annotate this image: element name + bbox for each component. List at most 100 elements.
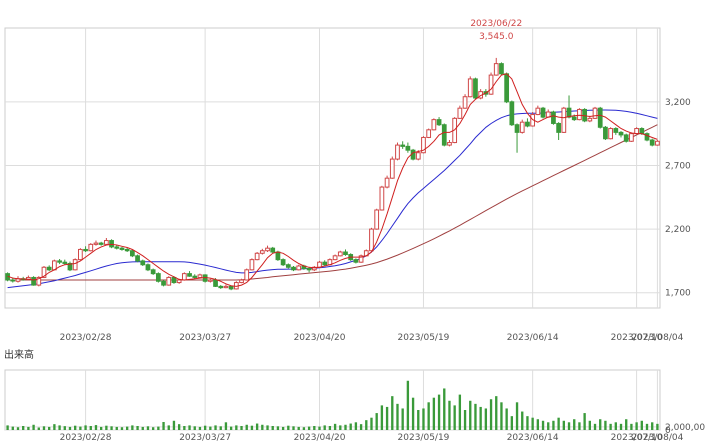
volume-bar [453,405,456,430]
candle-body [462,96,468,109]
volume-bar [417,410,420,430]
volume-bar [240,426,243,430]
candle [306,267,312,273]
candle [83,246,88,252]
volume-bar [406,380,410,430]
candle-body [213,279,218,287]
volume-bar [63,426,66,430]
volume-bar [531,417,534,430]
volume-bar [349,423,352,430]
candle-body [566,107,572,118]
candle-body [644,133,650,141]
candle [197,273,203,279]
candle-body [457,107,463,119]
candle-body [535,107,541,116]
volume-bar [557,417,560,430]
volume-bar [505,408,508,430]
volume-bar [84,425,87,430]
candle [187,271,192,277]
volume-bar [183,426,186,430]
volume-bar [115,426,118,430]
volume-bar [162,422,165,430]
candle-body [540,107,546,118]
candle-body [343,251,348,256]
volume-bar [276,426,280,430]
candle-body [571,116,577,121]
price-y-tick-label: 1,700 [665,289,691,299]
moving-average-long [7,124,658,281]
volume-bar [313,426,316,430]
volume-bar [198,426,202,430]
candle-body [426,129,432,138]
candle [384,175,390,189]
volume-bar [157,426,160,430]
volume-bar [120,427,124,430]
volume-bar [318,426,321,430]
candle-body [254,252,260,261]
volume-bar [474,403,477,430]
volume-bar [266,425,269,430]
volume-bar [609,423,612,430]
candle [103,238,109,245]
candle [291,266,296,272]
volume-bar [510,416,514,430]
volume-bar [94,425,98,430]
candle [535,105,541,116]
candle [525,118,530,128]
candle-body [447,142,452,146]
volume-x-tick-label: 2023/07/10 [611,433,663,442]
candle [259,248,265,255]
volume-bar [448,400,451,430]
candle [332,254,338,261]
volume-bar [541,420,545,430]
candle [78,248,83,261]
candle [218,285,224,289]
candle-body [618,131,624,136]
candle [405,142,411,153]
candle-body [629,133,634,142]
candle [161,280,166,287]
volume-bar [193,426,196,430]
moving-average-short [7,73,658,287]
candle-body [384,177,390,188]
candle [436,117,442,126]
candle-body [150,269,156,275]
candle [337,250,343,257]
candle-body [280,259,286,266]
candle [239,278,244,284]
volume-bar [411,397,415,430]
volume-bar [396,403,399,430]
candle [473,77,478,100]
candle-body [499,63,504,75]
volume-bar [177,424,181,430]
volume-bar [614,422,617,430]
candle-body [155,273,161,282]
volume-x-tick-label: 2023/05/19 [398,433,450,442]
candle-body [265,247,270,252]
candle-body [114,246,120,249]
volume-bar [339,425,342,430]
candle [353,258,359,264]
volume-bar [463,410,467,430]
volume-bar [380,405,384,430]
volume-bar [79,426,82,430]
volume-bar [146,426,150,430]
volume-bar [391,396,394,430]
candle-body [608,128,613,140]
volume-bar [42,426,46,430]
candle [46,265,52,272]
volume-bar [22,426,25,430]
volume-x-tick-label: 2023/04/20 [294,433,346,442]
volume-bar [573,419,576,430]
volume-panel-frame [4,369,661,431]
candle [649,138,655,147]
volume-bar [344,424,347,430]
candle [467,76,473,98]
volume-bar [536,419,540,430]
volume-bar [500,402,503,430]
volume-bar [141,426,144,430]
candle-body [332,255,338,261]
candle-body [93,242,99,245]
volume-bar [370,417,373,430]
volume-bar [58,425,61,430]
